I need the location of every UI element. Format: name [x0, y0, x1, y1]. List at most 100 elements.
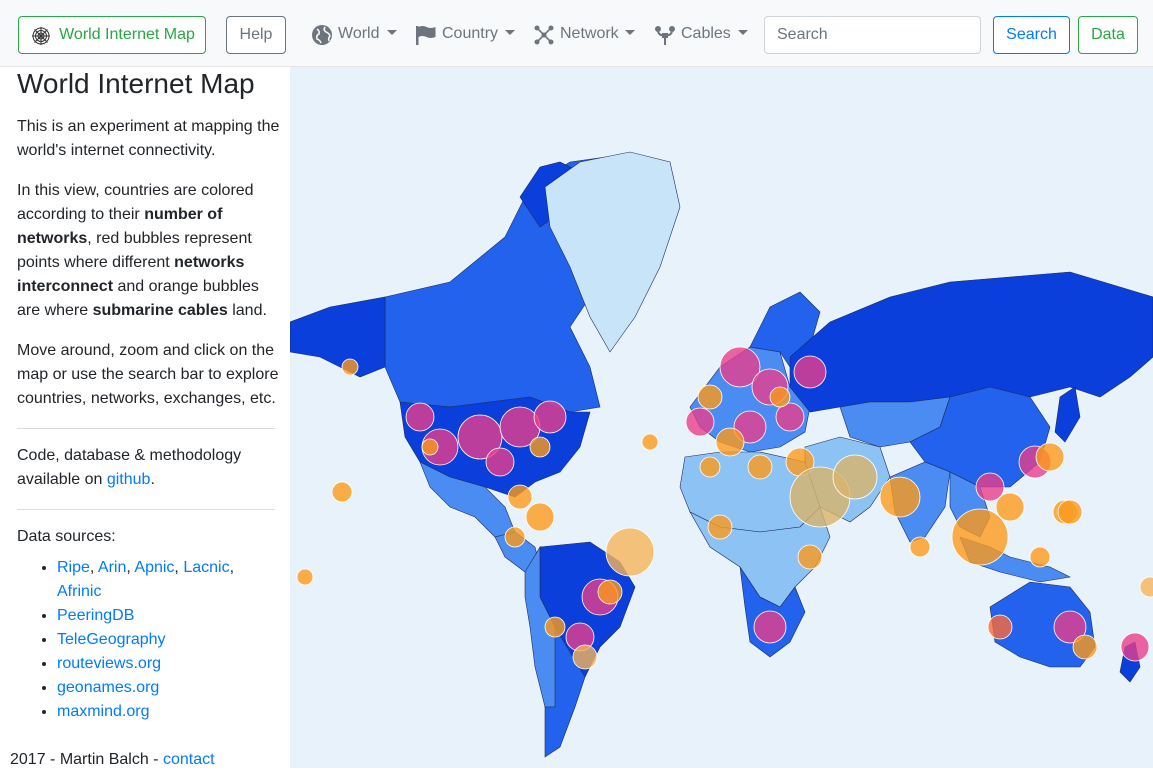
cable-bubble[interactable] — [525, 502, 555, 532]
world-menu[interactable]: World — [311, 16, 397, 54]
country-greenland[interactable] — [544, 151, 681, 353]
cable-icon — [655, 26, 675, 45]
lacnic-link[interactable]: Lacnic — [183, 559, 230, 576]
cable-bubble[interactable] — [597, 579, 623, 605]
cable-bubble[interactable] — [529, 436, 551, 458]
chevron-down-icon — [738, 30, 748, 35]
world-menu-label: World — [338, 25, 380, 42]
cable-bubble[interactable] — [544, 616, 566, 638]
afrinic-link[interactable]: Afrinic — [57, 583, 102, 600]
view-bold-cables: submarine cables — [92, 302, 228, 319]
cable-bubble[interactable] — [1029, 546, 1051, 568]
help-button[interactable]: Help — [226, 16, 286, 54]
view-description: In this view, countries are colored acco… — [17, 179, 282, 323]
ix-bubble[interactable] — [405, 402, 435, 432]
cable-bubble[interactable] — [769, 386, 791, 408]
country-japan[interactable] — [1054, 386, 1081, 443]
world-map[interactable] — [290, 67, 1153, 768]
ix-bubble[interactable] — [1120, 632, 1150, 662]
ix-bubble[interactable] — [685, 407, 715, 437]
geonames-link[interactable]: geonames.org — [57, 679, 160, 696]
ix-bubble[interactable] — [533, 400, 567, 434]
cable-bubble[interactable] — [987, 614, 1013, 640]
cable-bubble[interactable] — [296, 568, 314, 586]
cable-bubble[interactable] — [832, 454, 878, 500]
ix-bubble[interactable] — [975, 472, 1005, 502]
cable-bubble[interactable] — [879, 476, 921, 518]
code-text: Code, database & methodology available o… — [17, 444, 282, 492]
sources-list: Ripe, Arin, Apnic, Lacnic, Afrinic Peeri… — [57, 556, 257, 724]
list-item: Ripe, Arin, Apnic, Lacnic, Afrinic — [57, 556, 257, 604]
chevron-down-icon — [505, 30, 515, 35]
footer-text: 2017 - Martin Balch - — [10, 751, 163, 768]
network-menu-label: Network — [560, 25, 619, 42]
country-argentina[interactable] — [544, 625, 586, 758]
list-item: TeleGeography — [57, 628, 257, 652]
cable-bubble[interactable] — [715, 427, 745, 457]
cable-bubble[interactable] — [504, 526, 526, 548]
list-item: routeviews.org — [57, 652, 257, 676]
ix-bubble[interactable] — [793, 355, 827, 389]
country-russia[interactable] — [789, 271, 1153, 413]
search-button[interactable]: Search — [993, 16, 1070, 54]
list-item: maxmind.org — [57, 700, 257, 724]
cable-bubble[interactable] — [1139, 576, 1153, 598]
sidebar: World Internet Map This is an experiment… — [0, 67, 290, 774]
cable-bubble[interactable] — [507, 484, 533, 510]
list-item: geonames.org — [57, 676, 257, 700]
cables-menu[interactable]: Cables — [654, 16, 749, 54]
ix-bubble[interactable] — [719, 346, 761, 388]
cables-menu-label: Cables — [681, 25, 731, 42]
github-link[interactable]: github — [106, 471, 151, 488]
ix-bubble[interactable] — [457, 414, 503, 460]
routeviews-link[interactable]: routeviews.org — [57, 655, 162, 672]
cable-bubble[interactable] — [995, 492, 1025, 522]
list-item: PeeringDB — [57, 604, 257, 628]
brand-button[interactable]: World Internet Map — [18, 16, 206, 54]
cable-bubble[interactable] — [951, 508, 1009, 566]
cable-bubble[interactable] — [909, 536, 931, 558]
country-alaska[interactable] — [290, 296, 386, 378]
apnic-link[interactable]: Apnic — [134, 559, 175, 576]
telegeography-link[interactable]: TeleGeography — [57, 631, 166, 648]
cable-bubble[interactable] — [699, 456, 721, 478]
map-canvas[interactable] — [290, 67, 1153, 768]
chevron-down-icon — [625, 30, 635, 35]
view-text-3: and orange bubbles are where — [17, 278, 259, 319]
view-text-1: In this view, countries are colored acco… — [17, 182, 254, 223]
ix-bubble[interactable] — [753, 610, 787, 644]
view-text-4: land. — [227, 302, 267, 319]
cable-bubble[interactable] — [331, 481, 353, 503]
cable-bubble[interactable] — [641, 433, 659, 451]
cable-bubble[interactable] — [1035, 442, 1065, 472]
ripe-link[interactable]: Ripe — [57, 559, 90, 576]
search-input[interactable] — [764, 16, 981, 54]
network-icon — [534, 25, 554, 45]
view-text-2: , red bubbles represent points where dif… — [17, 230, 252, 271]
cable-bubble[interactable] — [747, 454, 773, 480]
maxmind-link[interactable]: maxmind.org — [57, 703, 150, 720]
globe-icon — [312, 25, 332, 45]
cable-bubble[interactable] — [1057, 499, 1083, 525]
cable-bubble[interactable] — [341, 358, 359, 376]
view-bold-interconnect: networks interconnect — [17, 254, 245, 295]
cable-bubble[interactable] — [797, 544, 823, 570]
ix-bubble[interactable] — [485, 447, 515, 477]
ix-bubble[interactable] — [775, 402, 805, 432]
cable-bubble[interactable] — [572, 644, 598, 670]
country-menu[interactable]: Country — [415, 16, 516, 54]
flag-icon — [416, 26, 436, 45]
data-button[interactable]: Data — [1078, 16, 1138, 54]
ix-bubble[interactable] — [1053, 610, 1087, 644]
cable-bubble[interactable] — [1072, 634, 1098, 660]
page-title: World Internet Map — [17, 68, 255, 99]
peeringdb-link[interactable]: PeeringDB — [57, 607, 135, 624]
cable-bubble[interactable] — [697, 384, 723, 410]
contact-link[interactable]: contact — [162, 751, 215, 768]
navbar: World Internet Map Help World Country Ne… — [0, 0, 1153, 67]
cable-bubble[interactable] — [421, 438, 439, 456]
cable-bubble[interactable] — [707, 514, 733, 540]
network-menu[interactable]: Network — [533, 16, 636, 54]
arin-link[interactable]: Arin — [97, 559, 127, 576]
cable-bubble[interactable] — [605, 527, 655, 577]
